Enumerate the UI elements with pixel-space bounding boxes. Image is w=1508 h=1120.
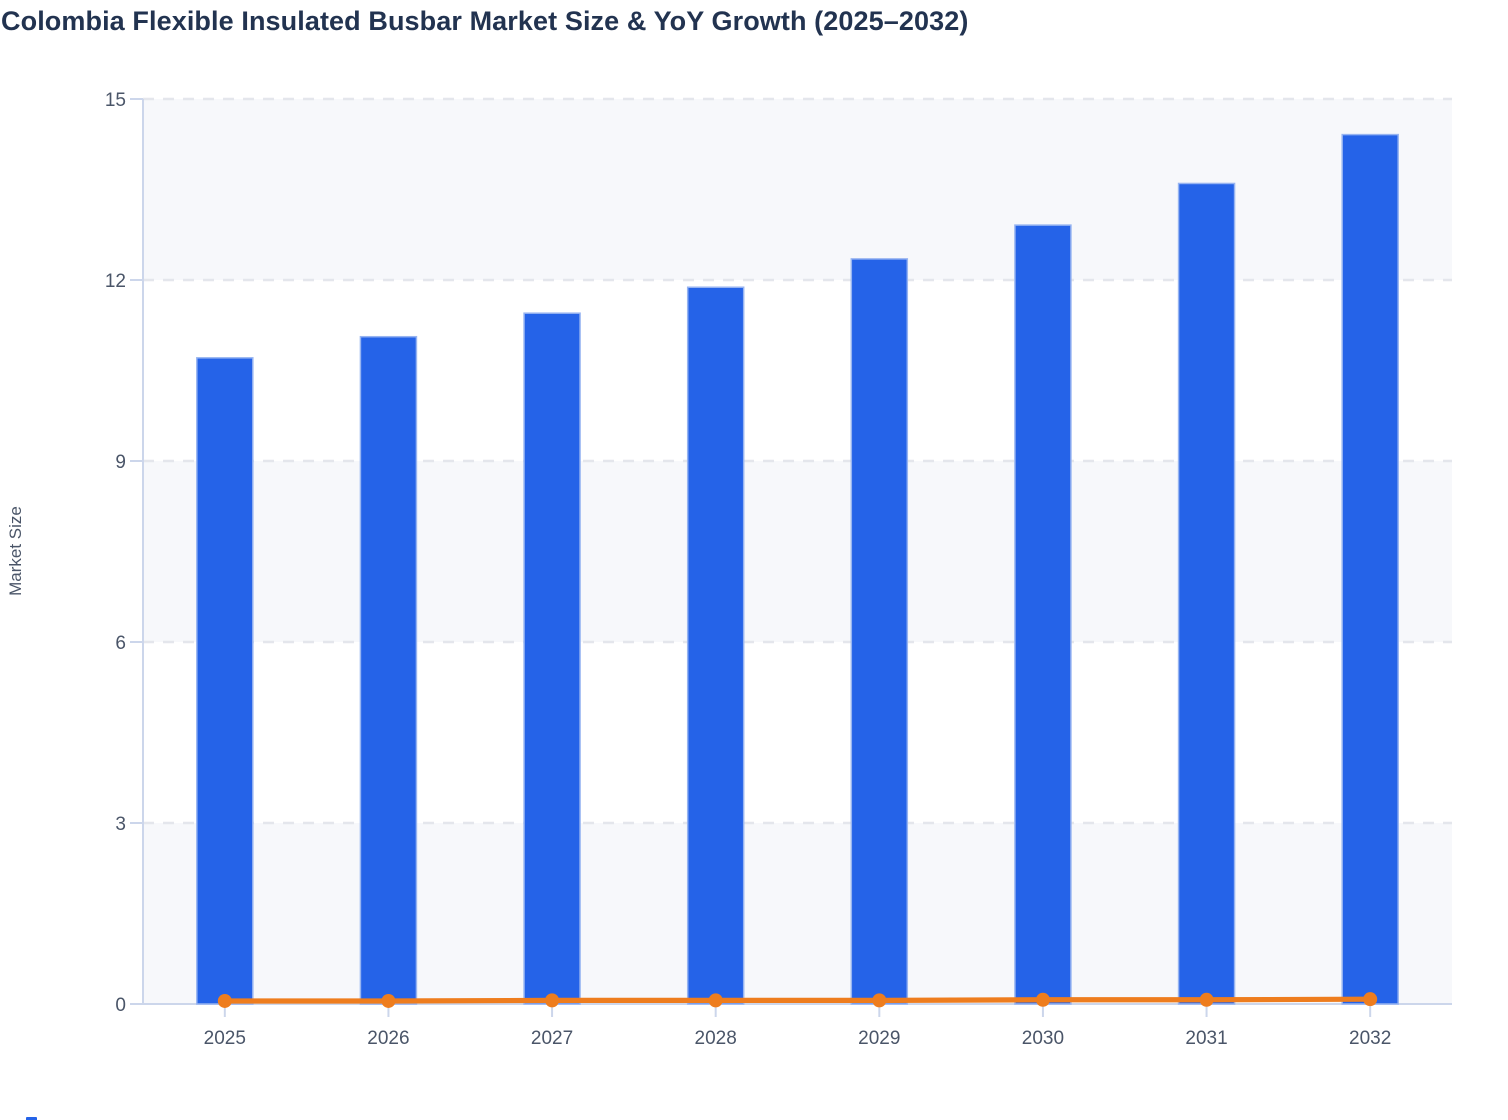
x-tick-label: 2025 (204, 1028, 246, 1049)
bar-2028[interactable] (686, 286, 745, 1005)
bar-2032[interactable] (1341, 133, 1399, 1005)
bar-2026[interactable] (359, 335, 418, 1005)
y-tick-label: 6 (115, 633, 126, 654)
x-tick-label: 2032 (1349, 1028, 1391, 1049)
bar-2030[interactable] (1014, 224, 1072, 1005)
plot-band (143, 461, 1452, 642)
yoy-marker-2032[interactable] (1363, 992, 1378, 1007)
yoy-marker-2029[interactable] (872, 993, 887, 1008)
x-tick-label: 2030 (1022, 1028, 1064, 1049)
yoy-marker-2031[interactable] (1199, 992, 1214, 1007)
y-tick-label: 0 (115, 995, 126, 1016)
yoy-marker-2025[interactable] (217, 993, 232, 1008)
plot-band (143, 99, 1452, 280)
yoy-marker-2026[interactable] (381, 993, 396, 1008)
bar-2027[interactable] (523, 312, 581, 1005)
plot-band (143, 823, 1452, 1004)
y-tick-label: 15 (105, 90, 126, 111)
x-tick-label: 2029 (858, 1028, 900, 1049)
y-tick-label: 3 (115, 814, 126, 835)
yoy-marker-2030[interactable] (1035, 992, 1050, 1007)
chart-title: Colombia Flexible Insulated Busbar Marke… (1, 6, 969, 36)
y-tick-label: 9 (115, 452, 126, 473)
y-tick-label: 12 (105, 271, 126, 292)
x-tick-label: 2026 (367, 1028, 409, 1049)
plot-band (143, 280, 1452, 461)
yoy-growth-line (222, 996, 1373, 1004)
x-tick-label: 2027 (531, 1028, 573, 1049)
bar-2029[interactable] (850, 258, 909, 1005)
bar-2025[interactable] (196, 357, 254, 1005)
legend-swatch-clipped (26, 1117, 37, 1120)
bar-2031[interactable] (1177, 182, 1236, 1005)
yoy-marker-2027[interactable] (545, 993, 560, 1008)
plot-band (143, 642, 1452, 823)
x-tick-label: 2031 (1185, 1028, 1227, 1049)
yoy-marker-2028[interactable] (708, 993, 723, 1008)
x-tick-label: 2028 (695, 1028, 737, 1049)
